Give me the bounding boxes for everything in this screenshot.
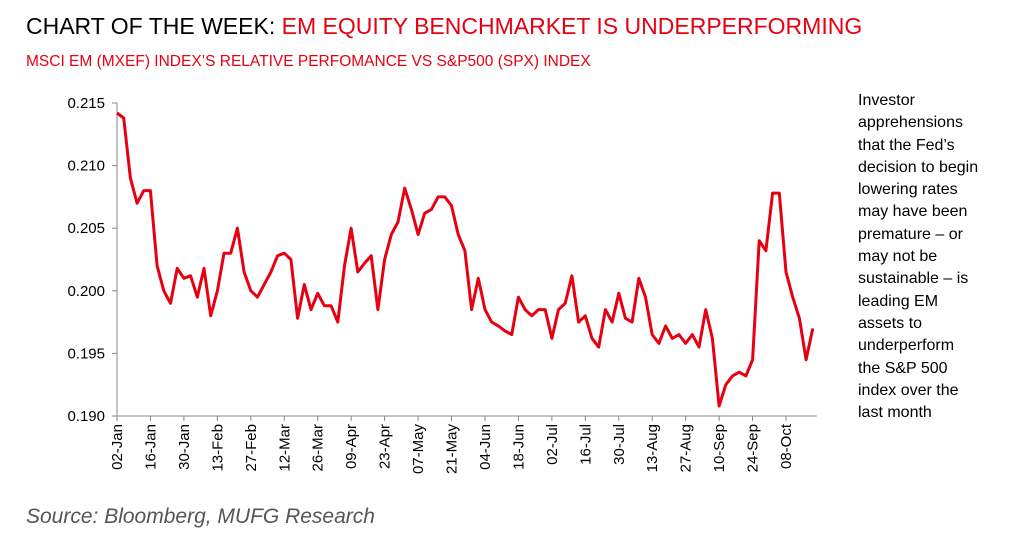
- x-tick-label: 27-Feb: [243, 424, 260, 472]
- x-tick-label: 27-Aug: [678, 424, 695, 472]
- x-tick-label: 12-Mar: [276, 424, 293, 472]
- annotation-line: sustainable – is: [858, 270, 969, 288]
- annotation-line: apprehensions: [858, 114, 963, 132]
- annotation-line: lowering rates: [858, 181, 958, 199]
- annotation-line: Investor: [858, 92, 915, 109]
- data-line: [116, 111, 815, 408]
- source: Source: Bloomberg, MUFG Research: [26, 505, 375, 528]
- y-tick-label: 0.210: [67, 158, 105, 175]
- x-tick-label: 30-Jan: [176, 424, 193, 470]
- x-tick-label: 18-Jun: [510, 424, 527, 470]
- y-tick-label: 0.205: [67, 220, 105, 237]
- annotation-line: assets to: [858, 314, 923, 332]
- x-tick-label: 02-Jul: [544, 424, 561, 465]
- title-prefix: CHART OF THE WEEK:: [26, 13, 275, 39]
- annotation-line: leading EM: [858, 292, 939, 310]
- annotation-line: last month: [858, 404, 932, 422]
- x-tick-label: 04-Jun: [477, 424, 494, 470]
- annotation-line: decision to begin: [858, 158, 979, 176]
- x-tick-label: 13-Aug: [644, 424, 661, 472]
- annotation-line: premature – or: [858, 225, 963, 243]
- x-tick-label: 13-Feb: [209, 424, 226, 472]
- x-tick-label: 10-Sep: [711, 424, 728, 472]
- x-tick-label: 16-Jul: [577, 424, 594, 465]
- x-tick-label: 02-Jan: [109, 424, 126, 470]
- x-tick-label: 30-Jul: [611, 424, 628, 465]
- x-tick-label: 24-Sep: [745, 424, 762, 472]
- annotation-line: index over the: [858, 381, 959, 399]
- x-tick-label: 09-Apr: [343, 424, 360, 469]
- x-tick-label: 26-Mar: [310, 424, 327, 472]
- x-tick-label: 16-Jan: [142, 424, 159, 470]
- annotation: Investor apprehensions that the Fed’s decis…: [858, 90, 1018, 424]
- x-tick-label: 07-May: [410, 424, 427, 475]
- y-tick-label: 0.190: [67, 408, 105, 425]
- chart-subtitle: MSCI EM (MXEF) INDEX’S RELATIVE PERFOMAN…: [26, 53, 591, 70]
- x-tick-label: 23-Apr: [377, 424, 394, 469]
- annotation-line: the S&P 500: [858, 359, 948, 377]
- chart-title: CHART OF THE WEEK: EM EQUITY BENCHMARKET…: [26, 13, 862, 39]
- x-tick-label: 08-Oct: [778, 423, 795, 469]
- y-tick-label: 0.195: [67, 345, 105, 362]
- title-highlight: EM EQUITY BENCHMARKET IS UNDERPERFORMING: [282, 13, 863, 39]
- y-tick-label: 0.215: [67, 95, 105, 112]
- annotation-line: that the Fed’s: [858, 136, 955, 154]
- annotation-line: may not be: [858, 248, 938, 266]
- annotation-line: underperform: [858, 337, 955, 355]
- x-tick-label: 21-May: [444, 424, 461, 475]
- annotation-line: may have been: [858, 203, 968, 221]
- y-tick-label: 0.200: [67, 283, 105, 300]
